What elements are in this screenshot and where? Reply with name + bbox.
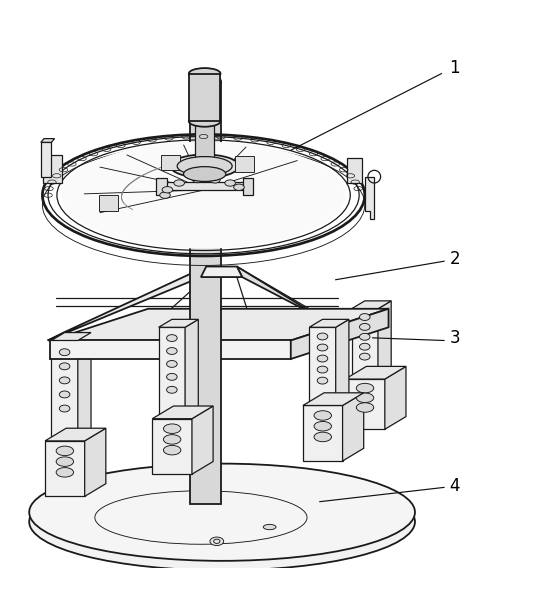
Ellipse shape xyxy=(192,177,203,183)
Polygon shape xyxy=(242,178,253,195)
Polygon shape xyxy=(45,441,85,497)
Ellipse shape xyxy=(162,186,172,193)
Polygon shape xyxy=(309,319,349,327)
Polygon shape xyxy=(303,393,364,405)
Ellipse shape xyxy=(56,467,74,477)
Polygon shape xyxy=(51,333,91,341)
Ellipse shape xyxy=(317,366,328,373)
Ellipse shape xyxy=(356,403,374,412)
Ellipse shape xyxy=(59,377,70,384)
Ellipse shape xyxy=(189,116,221,127)
Ellipse shape xyxy=(184,167,226,181)
Ellipse shape xyxy=(359,333,370,341)
Ellipse shape xyxy=(317,377,328,384)
Ellipse shape xyxy=(359,314,370,320)
Polygon shape xyxy=(291,309,389,359)
Ellipse shape xyxy=(167,334,177,342)
Text: 3: 3 xyxy=(449,329,460,347)
Polygon shape xyxy=(309,327,336,404)
Polygon shape xyxy=(41,142,51,177)
Ellipse shape xyxy=(59,405,70,412)
Text: 4: 4 xyxy=(449,477,460,495)
Polygon shape xyxy=(189,73,221,121)
Polygon shape xyxy=(365,177,374,219)
Polygon shape xyxy=(195,121,214,163)
Polygon shape xyxy=(156,178,167,195)
Ellipse shape xyxy=(59,349,70,356)
Ellipse shape xyxy=(210,177,220,183)
Polygon shape xyxy=(336,319,349,404)
Ellipse shape xyxy=(62,141,345,249)
Ellipse shape xyxy=(174,180,184,186)
Ellipse shape xyxy=(167,361,177,367)
Polygon shape xyxy=(345,367,406,379)
Polygon shape xyxy=(343,393,364,461)
Ellipse shape xyxy=(314,411,332,420)
Polygon shape xyxy=(159,327,185,417)
Polygon shape xyxy=(345,379,385,429)
Polygon shape xyxy=(160,182,249,190)
Polygon shape xyxy=(152,406,213,419)
Ellipse shape xyxy=(163,435,181,444)
Polygon shape xyxy=(51,341,78,438)
Polygon shape xyxy=(237,266,343,330)
Polygon shape xyxy=(99,195,118,211)
Ellipse shape xyxy=(59,363,70,370)
Ellipse shape xyxy=(317,333,328,340)
Polygon shape xyxy=(191,81,221,504)
Polygon shape xyxy=(78,333,91,438)
Polygon shape xyxy=(152,419,192,474)
Ellipse shape xyxy=(163,424,181,433)
Polygon shape xyxy=(50,341,291,359)
Polygon shape xyxy=(185,319,198,417)
Polygon shape xyxy=(159,319,198,327)
Ellipse shape xyxy=(317,355,328,362)
Polygon shape xyxy=(378,301,391,378)
Ellipse shape xyxy=(314,421,332,431)
Ellipse shape xyxy=(210,537,224,546)
Polygon shape xyxy=(50,309,389,341)
Polygon shape xyxy=(351,309,378,378)
Polygon shape xyxy=(85,428,106,497)
Ellipse shape xyxy=(163,446,181,455)
Ellipse shape xyxy=(314,432,332,442)
Polygon shape xyxy=(45,428,106,441)
Polygon shape xyxy=(192,406,213,474)
Ellipse shape xyxy=(234,184,244,191)
Ellipse shape xyxy=(356,384,374,393)
Ellipse shape xyxy=(359,324,370,330)
Ellipse shape xyxy=(359,344,370,350)
Ellipse shape xyxy=(167,373,177,381)
Ellipse shape xyxy=(170,154,239,178)
Ellipse shape xyxy=(356,393,374,402)
Polygon shape xyxy=(41,138,54,142)
Polygon shape xyxy=(303,405,343,461)
Ellipse shape xyxy=(167,387,177,393)
Ellipse shape xyxy=(56,446,74,456)
Polygon shape xyxy=(43,155,62,183)
Ellipse shape xyxy=(317,344,328,351)
Polygon shape xyxy=(351,301,391,309)
Polygon shape xyxy=(201,266,242,277)
Ellipse shape xyxy=(189,68,221,79)
Ellipse shape xyxy=(167,348,177,354)
Polygon shape xyxy=(347,158,362,183)
Ellipse shape xyxy=(263,524,276,530)
Ellipse shape xyxy=(59,391,70,398)
Polygon shape xyxy=(48,266,206,341)
Ellipse shape xyxy=(191,75,221,88)
Ellipse shape xyxy=(225,180,235,186)
Ellipse shape xyxy=(29,464,415,561)
Ellipse shape xyxy=(160,192,170,198)
Ellipse shape xyxy=(56,457,74,466)
Text: 1: 1 xyxy=(449,59,460,77)
Text: 2: 2 xyxy=(449,249,460,268)
Polygon shape xyxy=(161,155,180,171)
Ellipse shape xyxy=(359,353,370,360)
Ellipse shape xyxy=(29,473,415,571)
Polygon shape xyxy=(235,156,254,172)
Ellipse shape xyxy=(177,157,232,175)
Polygon shape xyxy=(385,367,406,429)
